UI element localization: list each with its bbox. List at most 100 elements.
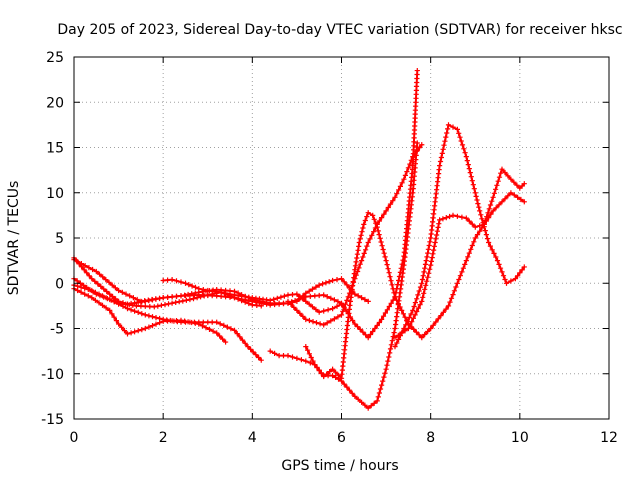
data-point <box>505 193 511 199</box>
data-point <box>383 366 389 372</box>
data-point <box>274 295 280 301</box>
data-point <box>435 316 441 322</box>
data-point <box>103 277 109 283</box>
data-point <box>316 282 322 288</box>
data-point <box>422 261 429 267</box>
data-point <box>205 292 211 298</box>
data-point <box>502 276 508 283</box>
chart-title: Day 205 of 2023, Sidereal Day-to-day VTE… <box>57 22 622 38</box>
data-point <box>196 286 202 292</box>
data-point <box>433 236 439 242</box>
data-point <box>442 138 448 144</box>
data-point <box>493 205 499 211</box>
data-point <box>502 196 508 202</box>
data-point <box>474 232 481 238</box>
data-point <box>424 278 430 284</box>
data-point <box>365 298 371 304</box>
data-point <box>205 287 211 294</box>
data-point <box>234 331 240 337</box>
data-point <box>338 276 345 282</box>
data-point <box>376 218 382 224</box>
data-point <box>327 369 333 375</box>
data-point <box>443 215 449 221</box>
data-point <box>374 322 380 329</box>
data-point <box>305 347 311 353</box>
data-point <box>165 277 171 283</box>
data-point <box>289 354 296 360</box>
data-point <box>447 299 453 305</box>
data-point <box>392 194 398 200</box>
data-point <box>359 229 365 235</box>
data-point <box>462 150 468 156</box>
data-point <box>367 331 374 338</box>
data-point <box>450 212 456 218</box>
data-point <box>116 321 122 327</box>
data-point <box>399 307 405 313</box>
data-point <box>419 276 426 283</box>
data-point <box>158 302 164 308</box>
x-tick-label: 12 <box>600 430 618 446</box>
data-point <box>457 273 463 279</box>
data-point <box>361 250 367 256</box>
data-point <box>127 293 133 299</box>
data-point <box>147 304 153 310</box>
data-point <box>472 224 478 230</box>
data-point <box>280 353 287 359</box>
data-point <box>362 217 368 224</box>
data-point <box>450 124 456 130</box>
data-point <box>353 259 359 265</box>
data-point <box>278 294 284 300</box>
y-tick-label: 5 <box>55 231 64 247</box>
data-point <box>494 182 500 188</box>
data-point <box>356 265 362 271</box>
data-point <box>113 296 119 302</box>
data-point <box>388 278 394 284</box>
data-point <box>459 269 465 275</box>
data-point <box>228 326 234 332</box>
data-point <box>428 258 434 264</box>
data-point <box>303 290 309 296</box>
data-point <box>404 169 410 175</box>
data-point <box>491 250 497 256</box>
data-point <box>111 314 117 320</box>
data-point <box>123 291 129 297</box>
data-point <box>441 142 447 148</box>
data-point <box>411 303 417 310</box>
data-point <box>403 322 409 328</box>
y-tick-label: 25 <box>46 50 64 66</box>
data-point <box>352 321 358 327</box>
data-point <box>96 271 103 277</box>
data-point <box>192 290 198 296</box>
data-point <box>74 278 80 284</box>
data-point <box>307 293 313 299</box>
data-point <box>224 324 230 330</box>
series-arc-11 <box>392 122 527 350</box>
data-point <box>75 287 81 294</box>
data-point <box>331 316 337 322</box>
data-point <box>89 276 95 282</box>
data-point <box>294 291 300 297</box>
data-point <box>427 239 433 245</box>
data-point <box>365 405 371 411</box>
data-point <box>185 319 191 325</box>
data-point <box>303 298 309 304</box>
data-point <box>372 325 378 332</box>
data-point <box>169 318 175 324</box>
data-point <box>239 337 246 343</box>
data-point <box>416 332 422 338</box>
data-point <box>221 322 227 328</box>
data-point <box>340 308 346 314</box>
data-point <box>396 187 402 193</box>
data-point <box>321 322 327 328</box>
data-point <box>160 318 166 324</box>
data-point <box>468 246 474 252</box>
data-point <box>349 390 355 396</box>
data-point <box>434 228 440 234</box>
data-point <box>267 297 273 303</box>
data-point <box>425 250 431 256</box>
data-point <box>119 324 125 330</box>
data-point <box>328 295 334 301</box>
data-point <box>386 270 392 276</box>
data-point <box>415 305 421 311</box>
